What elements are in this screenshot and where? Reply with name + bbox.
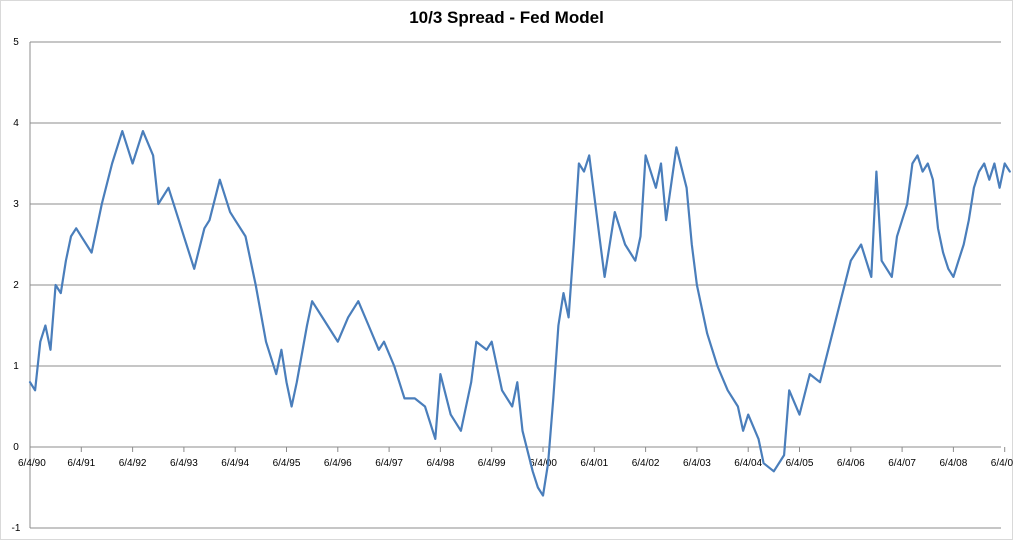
x-tick-label: 6/4/99 — [478, 458, 506, 469]
x-tick-label: 6/4/90 — [18, 458, 46, 469]
x-tick-label: 6/4/04 — [734, 458, 762, 469]
chart-title: 10/3 Spread - Fed Model — [409, 8, 604, 27]
x-tick-label: 6/4/93 — [170, 458, 198, 469]
series-layer — [28, 130, 1011, 497]
x-tick-label: 6/4/00 — [529, 458, 557, 469]
x-tick-label: 6/4/95 — [273, 458, 301, 469]
series-line — [28, 130, 1011, 497]
y-tick-label: 5 — [13, 37, 19, 48]
x-tick-labels: 6/4/90 6/4/91 6/4/92 6/4/93 6/4/94 6/4/95 6/4/… — [18, 458, 1013, 469]
y-tick-label: 2 — [13, 280, 19, 291]
y-tick-labels: -1 0 1 2 3 4 5 — [12, 37, 21, 534]
y-tick-label: 3 — [13, 199, 19, 210]
y-tick-label: 4 — [13, 118, 19, 129]
y-tick-label: 0 — [13, 442, 19, 453]
x-tick-label: 6/4/09 — [991, 458, 1013, 469]
x-tick-label: 6/4/94 — [221, 458, 249, 469]
gridlines — [30, 41, 1001, 529]
x-tick-label: 6/4/07 — [888, 458, 916, 469]
y-tick-label: 1 — [13, 361, 19, 372]
axes — [29, 42, 1006, 528]
x-tick-label: 6/4/08 — [939, 458, 967, 469]
x-tick-label: 6/4/92 — [119, 458, 147, 469]
x-tick-label: 6/4/05 — [786, 458, 814, 469]
x-tick-label: 6/4/06 — [837, 458, 865, 469]
x-tick-label: 6/4/03 — [683, 458, 711, 469]
x-tick-label: 6/4/98 — [426, 458, 454, 469]
x-tick-label: 6/4/91 — [67, 458, 95, 469]
x-tick-label: 6/4/96 — [324, 458, 352, 469]
x-tick-label: 6/4/02 — [632, 458, 660, 469]
y-tick-label: -1 — [12, 523, 21, 534]
x-tick-label: 6/4/01 — [580, 458, 608, 469]
x-tick-label: 6/4/97 — [375, 458, 403, 469]
